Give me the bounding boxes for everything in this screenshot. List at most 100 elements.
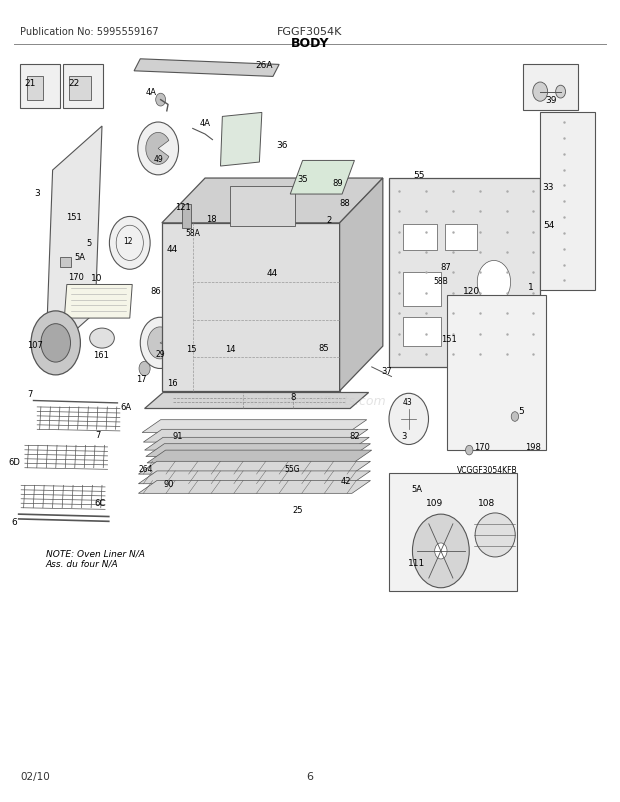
Polygon shape bbox=[138, 481, 371, 494]
Circle shape bbox=[31, 311, 81, 375]
Text: 17: 17 bbox=[136, 374, 146, 383]
Text: 15: 15 bbox=[187, 345, 197, 354]
Bar bbox=[230, 187, 294, 227]
Bar bbox=[27, 77, 43, 101]
Text: 151: 151 bbox=[441, 334, 456, 343]
Text: 49: 49 bbox=[153, 155, 163, 164]
Text: 37: 37 bbox=[381, 367, 392, 376]
Text: 3: 3 bbox=[34, 188, 40, 198]
Circle shape bbox=[533, 83, 547, 102]
Bar bbox=[402, 225, 436, 251]
Circle shape bbox=[139, 362, 150, 376]
Text: 54: 54 bbox=[543, 221, 555, 229]
Text: NOTE: Oven Liner N/A: NOTE: Oven Liner N/A bbox=[46, 549, 144, 558]
Text: 44: 44 bbox=[167, 245, 178, 253]
Text: Ass. du four N/A: Ass. du four N/A bbox=[46, 559, 118, 569]
Text: 1: 1 bbox=[528, 283, 533, 292]
Circle shape bbox=[412, 515, 469, 588]
Circle shape bbox=[556, 86, 565, 99]
Text: 170: 170 bbox=[474, 442, 490, 451]
Text: 33: 33 bbox=[542, 182, 554, 192]
Polygon shape bbox=[144, 393, 369, 409]
Circle shape bbox=[41, 324, 71, 363]
Text: 55: 55 bbox=[414, 171, 425, 180]
Bar bbox=[404, 489, 415, 499]
Text: 6: 6 bbox=[12, 517, 17, 526]
Polygon shape bbox=[539, 113, 595, 290]
Text: 5A: 5A bbox=[74, 253, 85, 261]
Text: 36: 36 bbox=[277, 141, 288, 150]
Wedge shape bbox=[148, 327, 172, 359]
FancyBboxPatch shape bbox=[523, 64, 578, 111]
Text: 58B: 58B bbox=[433, 277, 448, 286]
Polygon shape bbox=[142, 420, 367, 433]
FancyBboxPatch shape bbox=[63, 65, 104, 109]
Text: Publication No: 5995559167: Publication No: 5995559167 bbox=[20, 27, 159, 37]
Polygon shape bbox=[144, 438, 370, 451]
Text: 6: 6 bbox=[306, 771, 314, 780]
Bar bbox=[60, 258, 71, 268]
Text: 264: 264 bbox=[138, 464, 153, 473]
Text: 43: 43 bbox=[402, 398, 412, 407]
Text: 151: 151 bbox=[66, 213, 82, 221]
Text: 18: 18 bbox=[206, 214, 217, 223]
Text: 89: 89 bbox=[332, 179, 343, 188]
Text: 90: 90 bbox=[163, 480, 174, 488]
Text: 91: 91 bbox=[173, 431, 184, 440]
Text: 44: 44 bbox=[267, 269, 278, 277]
Bar bbox=[402, 273, 441, 306]
Text: 10: 10 bbox=[91, 273, 103, 283]
Text: 7: 7 bbox=[95, 430, 100, 439]
Text: 161: 161 bbox=[93, 350, 108, 359]
Polygon shape bbox=[389, 179, 539, 367]
Circle shape bbox=[512, 412, 518, 422]
Text: 5: 5 bbox=[518, 406, 525, 415]
Circle shape bbox=[140, 318, 180, 369]
Text: 87: 87 bbox=[441, 263, 451, 272]
Circle shape bbox=[477, 261, 511, 304]
Text: 39: 39 bbox=[545, 96, 557, 105]
Polygon shape bbox=[147, 451, 372, 464]
Polygon shape bbox=[340, 179, 383, 391]
Text: 16: 16 bbox=[167, 378, 177, 387]
Ellipse shape bbox=[475, 513, 515, 557]
Text: FGGF3054K: FGGF3054K bbox=[277, 27, 343, 37]
Text: 86: 86 bbox=[150, 286, 161, 295]
Text: 170: 170 bbox=[68, 273, 84, 282]
Text: eReplacementParts.com: eReplacementParts.com bbox=[234, 395, 386, 407]
Text: 82: 82 bbox=[350, 431, 360, 440]
Ellipse shape bbox=[90, 329, 114, 349]
Text: 85: 85 bbox=[319, 344, 329, 353]
Circle shape bbox=[466, 446, 473, 456]
Text: VCGGF3054KFB: VCGGF3054KFB bbox=[457, 465, 517, 475]
Text: 12: 12 bbox=[123, 237, 133, 245]
Text: 8: 8 bbox=[290, 392, 296, 402]
Text: 42: 42 bbox=[341, 476, 352, 485]
Text: 58A: 58A bbox=[185, 229, 200, 238]
Polygon shape bbox=[162, 224, 340, 391]
Text: 4A: 4A bbox=[200, 119, 211, 128]
Circle shape bbox=[138, 123, 179, 176]
Text: 6A: 6A bbox=[120, 403, 131, 412]
Polygon shape bbox=[162, 179, 383, 224]
Bar bbox=[445, 225, 477, 251]
FancyBboxPatch shape bbox=[389, 473, 517, 591]
Bar bbox=[402, 318, 441, 346]
Circle shape bbox=[435, 543, 447, 559]
Text: 55G: 55G bbox=[284, 464, 299, 473]
Text: 21: 21 bbox=[25, 79, 36, 88]
Text: BODY: BODY bbox=[291, 37, 329, 50]
Text: 109: 109 bbox=[426, 499, 443, 508]
Bar bbox=[182, 205, 191, 229]
Text: 121: 121 bbox=[175, 203, 191, 212]
Text: 22: 22 bbox=[68, 79, 79, 88]
Polygon shape bbox=[134, 59, 279, 77]
Text: 88: 88 bbox=[339, 199, 350, 208]
Text: 26A: 26A bbox=[255, 61, 273, 70]
Text: 2: 2 bbox=[326, 216, 331, 225]
Text: 29: 29 bbox=[155, 350, 165, 358]
FancyBboxPatch shape bbox=[20, 65, 60, 109]
Text: 5: 5 bbox=[87, 239, 92, 248]
Bar bbox=[69, 77, 91, 101]
Polygon shape bbox=[447, 295, 546, 451]
